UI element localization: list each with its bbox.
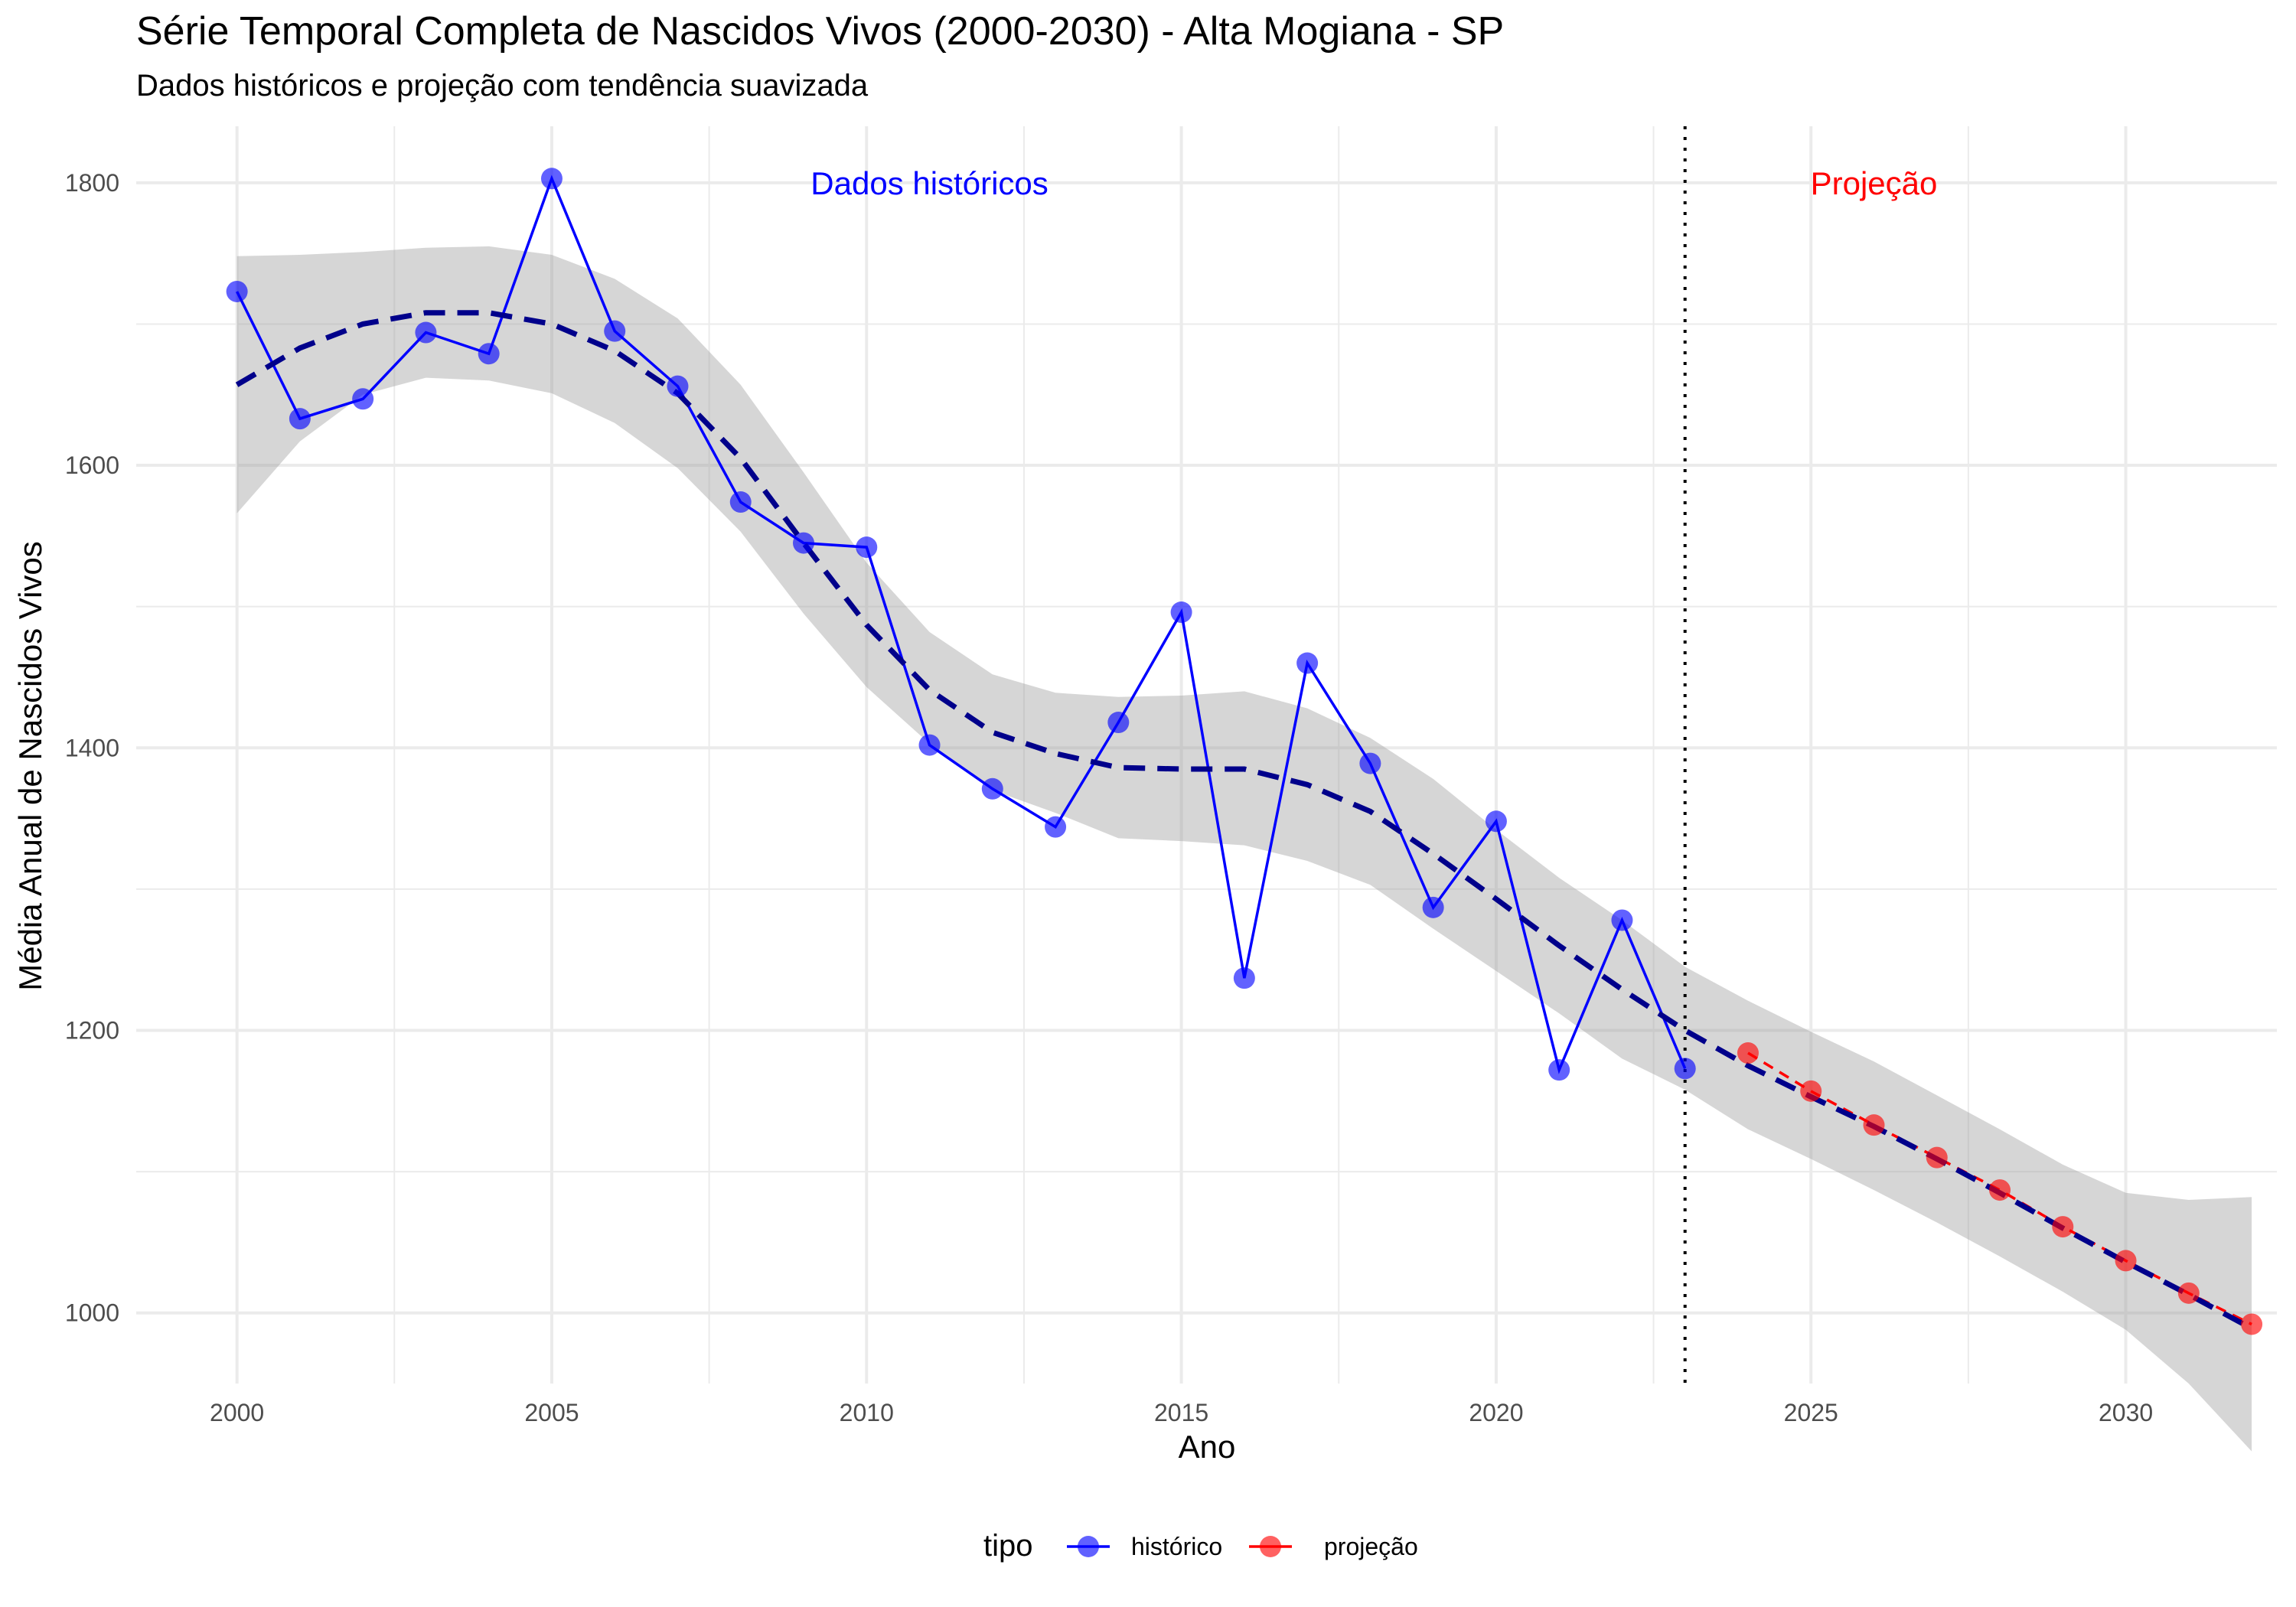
data-point (981, 777, 1003, 800)
data-point (729, 491, 752, 513)
annotation-label: Dados históricos (810, 165, 1048, 201)
data-point (226, 280, 248, 302)
legend-label: projeção (1324, 1533, 1418, 1560)
data-point (415, 321, 437, 344)
data-point (289, 408, 311, 430)
trend-line-path (235, 310, 2253, 1332)
x-tick-label: 2005 (524, 1399, 579, 1426)
legend-key-point (1260, 1536, 1281, 1557)
data-point (2241, 1313, 2263, 1335)
x-tick-label: 2015 (1154, 1399, 1208, 1426)
x-axis-title: Ano (1179, 1429, 1236, 1465)
data-point (1170, 601, 1192, 624)
legend-key-point (1078, 1536, 1099, 1557)
y-tick-label: 1000 (65, 1299, 119, 1327)
data-point (2177, 1282, 2200, 1304)
data-point (352, 388, 374, 410)
data-point (1296, 652, 1319, 674)
data-point (2115, 1250, 2137, 1272)
data-point (1422, 896, 1444, 918)
data-point (1359, 752, 1381, 774)
y-tick-label: 1600 (65, 451, 119, 479)
grid (136, 126, 2277, 1384)
x-tick-label: 2025 (1784, 1399, 1838, 1426)
data-point (478, 343, 500, 365)
data-point (793, 532, 815, 554)
x-tick-label: 2000 (210, 1399, 264, 1426)
data-points (226, 168, 2263, 1335)
data-point (1107, 712, 1130, 734)
y-tick-label: 1800 (65, 169, 119, 197)
data-point (667, 375, 689, 397)
legend-label: histórico (1131, 1533, 1222, 1560)
data-point (1989, 1179, 2011, 1201)
data-point (1233, 967, 1255, 989)
chart-subtitle: Dados históricos e projeção com tendênci… (136, 69, 869, 103)
x-tick-label: 2010 (840, 1399, 894, 1426)
data-point (1863, 1114, 1885, 1136)
data-point (604, 320, 626, 342)
x-tick-label: 2030 (2099, 1399, 2153, 1426)
data-point (1674, 1058, 1696, 1080)
data-point (2052, 1216, 2074, 1238)
y-axis-title: Média Anual de Nascidos Vivos (12, 541, 48, 991)
data-point (540, 168, 563, 190)
data-point (1737, 1042, 1759, 1064)
data-point (918, 734, 941, 756)
confidence-band-area (236, 246, 2252, 1452)
data-point (1485, 810, 1507, 833)
data-point (1045, 816, 1067, 838)
confidence-band (236, 246, 2252, 1452)
data-point (1548, 1059, 1570, 1081)
data-point (1800, 1080, 1822, 1102)
y-tick-label: 1200 (65, 1016, 119, 1044)
legend-title: tipo (983, 1529, 1033, 1563)
data-point (856, 536, 878, 559)
y-tick-label: 1400 (65, 734, 119, 761)
legend: tipo histórico projeção (983, 1529, 1418, 1563)
annotation-label: Projeção (1811, 165, 1938, 201)
data-point (1926, 1146, 1948, 1169)
chart-title: Série Temporal Completa de Nascidos Vivo… (136, 9, 1504, 54)
x-tick-label: 2020 (1469, 1399, 1523, 1426)
annotations: Dados históricos Projeção (810, 165, 1937, 201)
tick-labels: 2000 2005 2010 2015 2020 2025 2030 1000 1200 1400… (65, 169, 2153, 1426)
series-line-histórico (236, 174, 1687, 1074)
data-point (1611, 909, 1633, 931)
trend-line (235, 310, 2253, 1332)
